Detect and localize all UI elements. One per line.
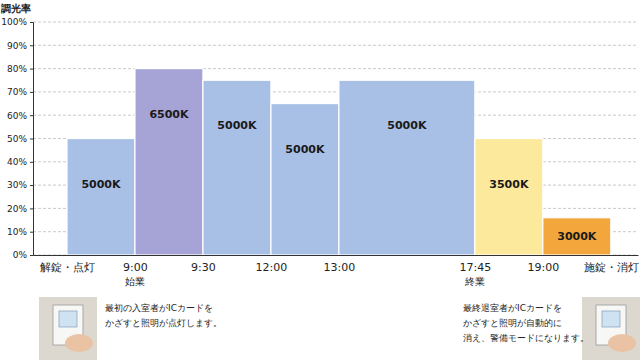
icon-hand (608, 334, 636, 352)
tick: 50% (7, 134, 33, 144)
tick-mark (30, 139, 33, 140)
tick-label: 9:00 (123, 261, 148, 274)
grid (33, 22, 638, 255)
tick-label: 30% (7, 180, 27, 190)
tick: 13:00 (324, 255, 356, 274)
axis-line (30, 23, 34, 256)
tick-label: 50% (7, 134, 27, 144)
y-axis: 0% 10% 20% 30% 40% 50% 60% 70% 80% 90% 100% (1, 17, 33, 260)
tick-label: 13:00 (324, 261, 356, 274)
bar (543, 218, 611, 255)
bar (339, 80, 475, 255)
tick-mark (30, 208, 33, 209)
bar-label: 3000K (557, 230, 597, 243)
grid-line (33, 68, 638, 69)
x-axis: 解錠・点灯 9:00 9:30 12:00 13:00 17:45 19:00 施錠・消灯 (34, 255, 639, 274)
tick-label: 20% (7, 204, 27, 214)
caption: 最初の入室者がICカードを (105, 303, 213, 313)
tick-label: 90% (7, 41, 27, 51)
tick-mark (30, 92, 33, 93)
bar-labels: 5000K 6500K 5000K 5000K 5000K 3500K 3000K (81, 108, 596, 244)
icon-wall (582, 297, 640, 360)
icon-wall (39, 297, 97, 360)
bar-label: 3500K (489, 178, 529, 191)
tick-label: 10% (7, 227, 27, 237)
tick: 9:30 (191, 255, 216, 274)
tick-label: 解錠・点灯 (40, 261, 95, 274)
tick-mark (30, 232, 33, 233)
tick: 20% (7, 204, 33, 214)
tick: 100% (1, 17, 33, 27)
tick: 60% (7, 111, 33, 121)
bar-label: 5000K (387, 119, 427, 132)
tick-label: 施錠・消灯 (584, 261, 639, 274)
tick: 9:00 (123, 255, 148, 274)
tick-label: 9:30 (191, 261, 216, 274)
tick-mark (30, 255, 33, 256)
caption: かざすと照明が点灯します。 (105, 318, 222, 328)
tick-label: 17:45 (460, 261, 492, 274)
tick-mark (30, 115, 33, 116)
bars (67, 69, 611, 255)
tick-label: 60% (7, 111, 27, 121)
caption: 消え、警備モードになります。 (463, 333, 589, 343)
tick: 70% (7, 87, 33, 97)
tick: 40% (7, 157, 33, 167)
bar (203, 80, 271, 255)
bar (135, 69, 203, 255)
bar-label: 5000K (285, 143, 325, 156)
tick-mark (30, 22, 33, 23)
tick-label: 19:00 (527, 261, 559, 274)
tick: 解錠・点灯 (40, 255, 95, 274)
annotations: 始業 終業最初の入室者がICカードをかざすと照明が点灯します。 最終退室者がICカー… (105, 276, 589, 343)
tick-mark (30, 45, 33, 46)
chart: 5000K 6500K 5000K 5000K 5000K 3500K 3000K 0% 10%… (0, 0, 640, 360)
tick: 19:00 (527, 255, 559, 274)
tick-label: 40% (7, 157, 27, 167)
caption: 最終退室者がICカードを (463, 303, 562, 313)
bar (271, 104, 339, 255)
annotation: 始業 (125, 276, 145, 287)
annotation: 終業 (464, 276, 485, 287)
icon-reader (59, 311, 77, 327)
caption: かざすと照明が自動的に (463, 318, 562, 328)
bar (475, 139, 543, 256)
grid-line (33, 22, 638, 23)
tick-mark (30, 185, 33, 186)
grid-line (33, 91, 638, 92)
icon-reader (602, 311, 620, 327)
tick: 12:00 (256, 255, 288, 274)
bar (67, 139, 135, 256)
tick-mark (30, 162, 33, 163)
tick: 30% (7, 180, 33, 190)
tick: 10% (7, 227, 33, 237)
card-reader-icon (39, 297, 97, 360)
tick: 17:45 (460, 255, 492, 274)
tick-label: 100% (1, 17, 27, 27)
icon-hand (65, 334, 93, 352)
bar-label: 5000K (81, 178, 121, 191)
tick: 80% (7, 64, 33, 74)
card-reader-icon (582, 297, 640, 360)
axis-line (34, 255, 639, 256)
tick: 施錠・消灯 (584, 255, 639, 274)
grid-line (33, 45, 638, 46)
tick: 90% (7, 41, 33, 51)
tick-label: 80% (7, 64, 27, 74)
tick-label: 0% (13, 250, 28, 260)
tick-mark (30, 69, 33, 70)
axis-title: 調光率 (0, 3, 31, 14)
bar-label: 6500K (149, 108, 189, 121)
tick: 0% (13, 250, 33, 260)
tick-label: 12:00 (256, 261, 288, 274)
bar-label: 5000K (217, 119, 257, 132)
tick-label: 70% (7, 87, 27, 97)
